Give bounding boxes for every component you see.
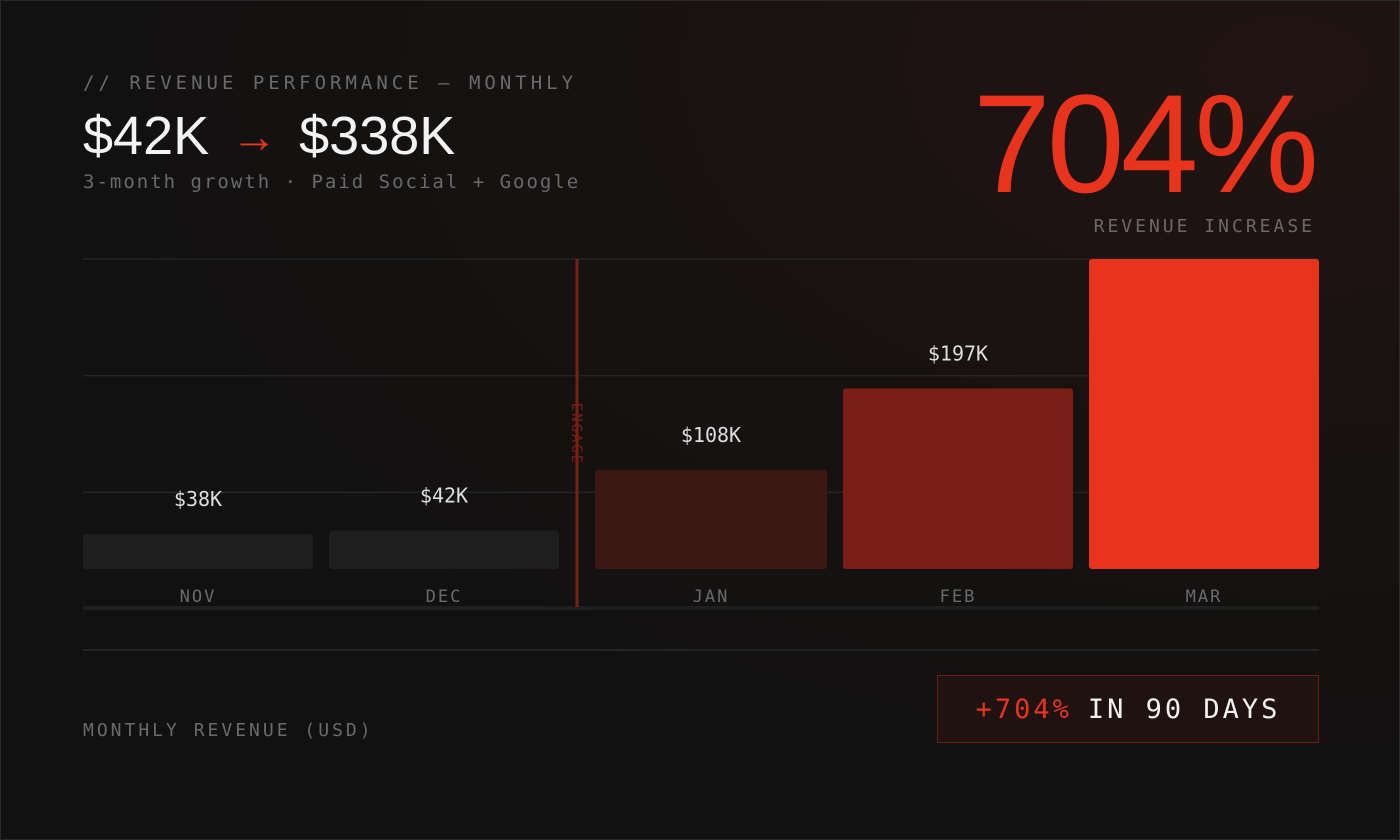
- big-stat-label: REVENUE INCREASE: [1093, 216, 1315, 237]
- tick-label: JAN: [693, 587, 730, 607]
- overline-title: // REVENUE PERFORMANCE — MONTHLY: [83, 72, 578, 94]
- data-label: $38K: [174, 487, 222, 511]
- to-value: $338K: [299, 106, 456, 166]
- badge-accent: +704%: [975, 693, 1072, 725]
- badge-text: IN 90 DAYS: [1087, 693, 1281, 725]
- from-value: $42K: [83, 106, 210, 166]
- footer-divider: [83, 649, 1319, 651]
- tick-label: DEC: [426, 587, 463, 607]
- bar-nov: [83, 534, 313, 569]
- bar-mar: [1089, 259, 1319, 569]
- data-label: $108K: [681, 423, 741, 447]
- tick-label: NOV: [180, 587, 217, 607]
- chart-annotations: ENGAGE: [568, 259, 584, 607]
- tick-label: MAR: [1186, 587, 1223, 607]
- bar-dec: [329, 530, 559, 569]
- growth-badge: +704% IN 90 DAYS: [937, 675, 1319, 743]
- chart-bars: $38K NOV $42K DEC $108K JAN $197K FEB MAR: [83, 259, 1319, 607]
- data-label: $42K: [420, 483, 468, 507]
- arrow-right-icon: →: [231, 110, 278, 162]
- bar-jan: [595, 469, 827, 569]
- data-label: $197K: [928, 341, 988, 365]
- engage-annotation-label: ENGAGE: [568, 403, 584, 466]
- y-axis-label: MONTHLY REVENUE (USD): [83, 720, 374, 741]
- big-stat-value: 704%: [972, 65, 1319, 222]
- tick-label: FEB: [940, 587, 977, 607]
- subtitle: 3-month growth · Paid Social + Google: [83, 171, 581, 193]
- bar-feb: [843, 388, 1073, 569]
- headline-growth: $42K → $338K: [83, 105, 455, 169]
